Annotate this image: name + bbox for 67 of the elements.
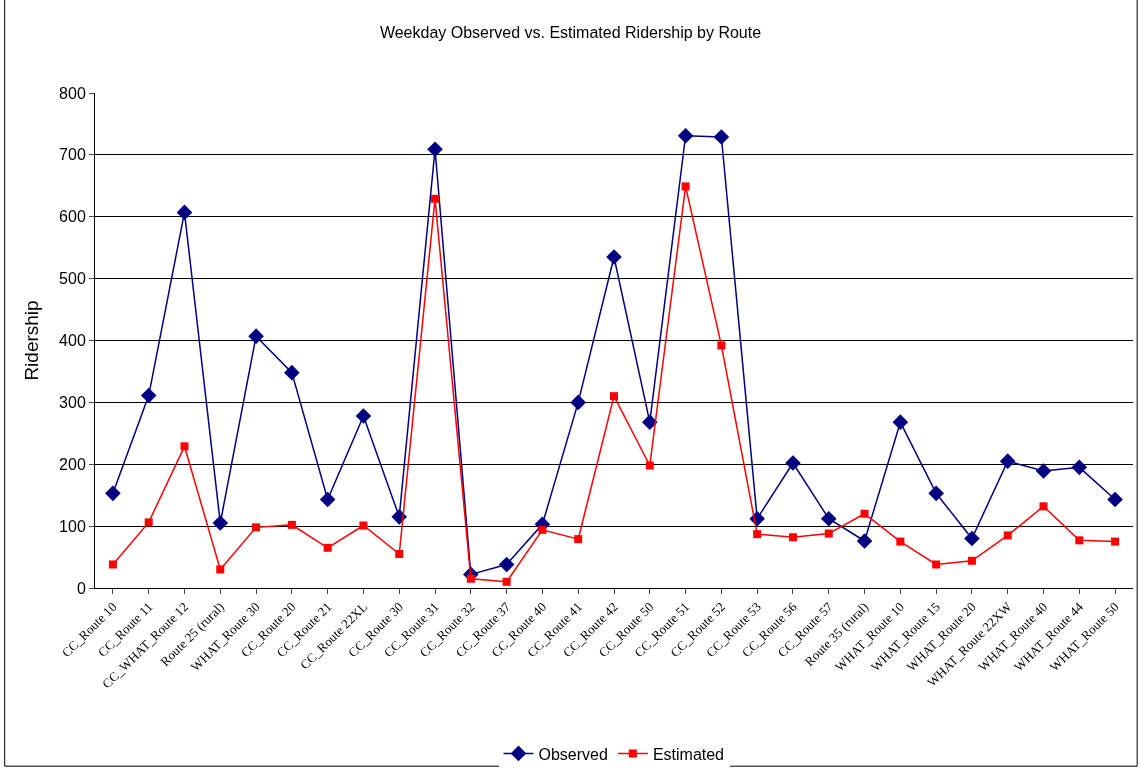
point [713,129,730,145]
point [928,485,944,502]
point [466,574,475,583]
point [105,485,121,502]
point [319,491,336,508]
point [574,535,583,544]
point [287,520,296,529]
point [677,127,694,144]
point [252,523,261,532]
point [431,194,440,203]
point [824,529,833,538]
y-tick-label: 200 [59,455,86,473]
y-tick-label: 700 [59,146,86,164]
point [896,537,905,546]
point [498,556,515,573]
point [359,521,368,530]
point [645,461,654,470]
legend-label: Estimated [652,745,725,763]
point [641,414,658,430]
point [284,364,300,381]
point [1071,459,1088,476]
point [1035,463,1052,479]
point [892,414,909,430]
point [820,510,837,527]
point [1111,537,1120,546]
y-tick-label: 800 [59,84,86,102]
point [860,509,869,518]
point [180,442,189,451]
point [216,565,225,574]
y-tick-label: 300 [59,393,86,411]
point [427,141,443,158]
y-tick-label: 500 [59,270,86,288]
point [1075,536,1084,545]
point [570,394,587,411]
point [108,560,117,569]
point [785,455,801,471]
y-tick-label: 600 [59,208,86,226]
point [606,249,622,265]
y-tick-label: 100 [59,517,86,535]
point [1003,531,1012,540]
point [681,182,690,191]
point [212,515,229,531]
point [932,560,941,569]
point [538,525,547,534]
point [140,387,157,404]
y-tick-label: 0 [76,579,86,597]
point [355,408,372,424]
point [856,533,873,549]
point [144,518,153,527]
point [395,549,404,558]
point [753,530,762,539]
point [248,328,264,344]
chart-title: Weekday Observed vs. Estimated Ridership by Route [379,24,762,42]
point [502,577,511,586]
point [610,392,618,401]
point [999,453,1016,469]
point [967,556,976,565]
point [1039,502,1048,511]
point [176,204,193,221]
point [788,533,797,542]
point [1107,491,1123,508]
y-tick-label: 400 [59,332,86,350]
point [717,341,726,350]
point [964,530,980,547]
y-axis-title: Ridership [20,300,42,381]
legend-label: Observed [538,745,608,763]
point [323,543,332,552]
